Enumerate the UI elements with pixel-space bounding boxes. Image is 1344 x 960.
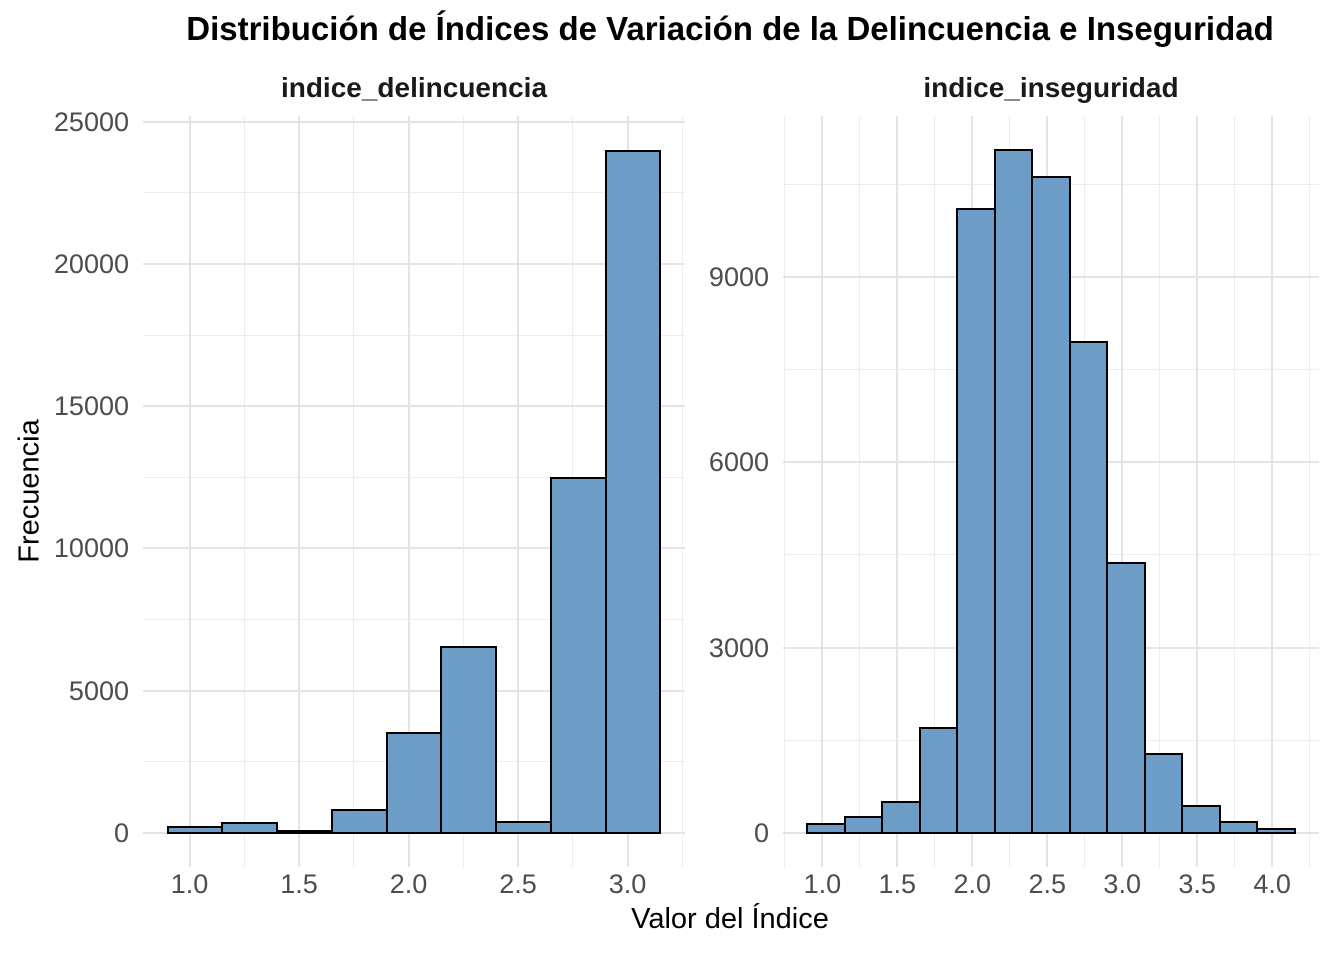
y-tick-label: 6000 [708,447,769,478]
x-tick-label: 2.5 [1028,869,1067,899]
histogram-bar [385,732,443,834]
gridline-minor-vertical [243,116,245,867]
facet-panel-indice-delincuencia [143,116,685,867]
x-axis-title: Valor del Índice [631,903,829,935]
histogram-bar [604,149,662,834]
gridline-minor-vertical [784,116,786,867]
gridline-minor-vertical [934,116,936,867]
gridline-minor-vertical [462,116,464,867]
gridline-minor-vertical [681,116,683,867]
histogram-bar [1031,176,1071,834]
histogram-bar [440,645,498,834]
histogram-bar [843,816,884,834]
histogram-bar [881,800,921,834]
x-tick-label: 4.0 [1253,869,1291,899]
histogram-bar [918,726,959,834]
y-tick-label: 9000 [708,261,769,292]
y-tick-label: 0 [753,817,769,848]
y-tick-label: 10000 [53,533,129,564]
y-tick-label: 15000 [53,391,129,422]
histogram-bar [330,809,388,834]
facet-strip-indice-delincuencia: indice_delincuencia [280,72,548,103]
histogram-bar [993,149,1034,834]
histogram-bar [1256,828,1296,834]
gridline-major-horizontal [143,547,685,550]
x-tick-label: 3.0 [1103,869,1141,899]
gridline-minor-horizontal [143,192,685,194]
gridline-minor-vertical [859,116,861,867]
histogram-bar [1143,753,1184,834]
x-tick-label: 1.0 [803,869,842,899]
x-tick-label: 2.0 [389,869,428,899]
x-tick-label: 2.0 [953,869,992,899]
gridline-minor-vertical [1159,116,1161,867]
gridline-major-vertical [298,116,301,867]
histogram-bar [221,821,279,834]
x-tick-label: 3.0 [608,869,647,899]
gridline-major-vertical [896,116,899,867]
gridline-minor-vertical [1234,116,1236,867]
gridline-major-vertical [407,116,410,867]
histogram-bar [806,823,846,834]
y-tick-label: 3000 [708,632,769,663]
gridline-minor-vertical [353,116,355,867]
gridline-major-vertical [188,116,191,867]
histogram-bar [276,830,333,835]
histogram-bar [1068,341,1109,834]
gridline-minor-vertical [1309,116,1311,867]
histogram-bar [495,820,552,834]
y-tick-label: 0 [113,817,129,848]
gridline-major-vertical [821,116,824,867]
plot-title: Distribución de Índices de Variación de … [186,10,1274,47]
gridline-major-horizontal [143,120,685,123]
facet-strip-indice-inseguridad: indice_inseguridad [923,72,1179,103]
gridline-major-horizontal [143,689,685,692]
x-tick-label: 2.5 [499,869,537,899]
gridline-major-vertical [517,116,520,867]
x-tick-label: 3.5 [1178,869,1216,899]
histogram-bar [1218,820,1259,834]
x-tick-label: 1.5 [878,869,917,899]
gridline-major-vertical [1121,116,1124,867]
histogram-bar [549,476,607,834]
gridline-major-vertical [1271,116,1274,867]
y-tick-label: 25000 [53,106,129,137]
gridline-major-horizontal [143,262,685,265]
gridline-minor-horizontal [143,476,685,478]
histogram-bar [956,207,996,834]
x-tick-label: 1.0 [170,869,209,899]
histogram-bar [1106,561,1146,834]
y-tick-label: 5000 [68,675,129,706]
y-tick-label: 20000 [53,248,129,279]
gridline-minor-horizontal [143,334,685,336]
histogram-bar [166,825,224,834]
gridline-major-horizontal [143,405,685,408]
facet-panel-indice-inseguridad [783,116,1319,867]
gridline-major-vertical [1196,116,1199,867]
x-tick-label: 1.5 [280,869,318,899]
histogram-bar [1181,804,1221,834]
gridline-minor-horizontal [143,619,685,620]
